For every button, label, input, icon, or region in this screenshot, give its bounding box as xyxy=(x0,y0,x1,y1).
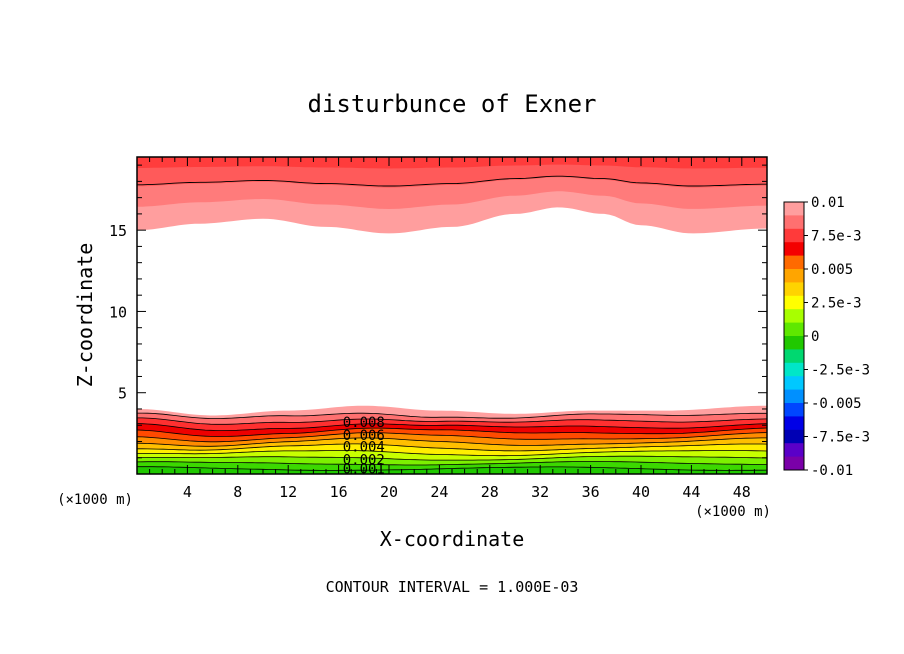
y-axis: 5 10 15 xyxy=(109,164,767,459)
colorbar-tick-label: 0.01 xyxy=(811,195,845,211)
upper-contour-line xyxy=(137,175,767,187)
colorbar-tick-label: -2.5e-3 xyxy=(811,363,870,379)
plot-area xyxy=(137,157,767,474)
colorbar-swatch xyxy=(784,282,804,297)
contour-label-2: 0.004 xyxy=(343,439,385,455)
colorbar-swatch xyxy=(784,403,804,417)
lower-contour-line-6 xyxy=(137,437,767,447)
lower-contour-line-4 xyxy=(137,427,767,437)
colorbar-tick-label: -0.01 xyxy=(811,463,853,479)
y-axis-label: Z-coordinate xyxy=(73,243,97,388)
colorbar: 0.01 7.5e-3 0.005 2.5e-3 0 -2.5e-3 -0.005 -7.5e… xyxy=(783,195,870,479)
lower-contour-line-11 xyxy=(137,466,767,471)
contour-label-3: 0.002 xyxy=(343,452,385,468)
x-tick-label: 24 xyxy=(430,483,448,501)
x-axis: 4 8 12 16 20 24 28 32 36 40 44 48 xyxy=(149,157,755,501)
upper-band-3 xyxy=(137,157,767,169)
colorbar-tick-label: 2.5e-3 xyxy=(811,296,862,312)
colorbar-swatch xyxy=(784,255,804,270)
colorbar-swatch xyxy=(784,429,804,444)
x-tick-label: 40 xyxy=(632,483,650,501)
contour-lines xyxy=(137,175,767,471)
colorbar-tick-label: -0.005 xyxy=(811,396,862,412)
colorbar-swatch xyxy=(784,349,804,364)
chart-title: disturbunce of Exner xyxy=(308,90,597,118)
colorbar-swatch xyxy=(784,322,804,337)
x-tick-label: 16 xyxy=(330,483,348,501)
lower-contour-line-10 xyxy=(137,461,767,466)
colorbar-swatch xyxy=(784,242,804,257)
colorbar-swatch xyxy=(784,336,804,350)
y-unit-note: (×1000 m) xyxy=(695,504,771,520)
y-tick-label: 10 xyxy=(109,303,127,321)
x-axis-label: X-coordinate xyxy=(380,527,525,551)
contour-label-1: 0.006 xyxy=(343,428,385,444)
y-tick-label: 15 xyxy=(109,222,127,240)
lower-contour-line-9 xyxy=(137,455,767,461)
colorbar-tick-label: 0 xyxy=(811,329,819,345)
lower-contour-line-5 xyxy=(137,432,767,443)
colorbar-swatch xyxy=(784,389,804,404)
lower-contour-line-1 xyxy=(137,412,767,419)
x-tick-label: 20 xyxy=(380,483,398,501)
lower-contour-line-8 xyxy=(137,450,767,457)
x-tick-label: 4 xyxy=(183,483,192,501)
y-tick-label: 5 xyxy=(118,385,127,403)
lower-contour-bands xyxy=(137,405,767,474)
contour-interval-note: CONTOUR INTERVAL = 1.000E-03 xyxy=(326,578,579,596)
x-tick-label: 28 xyxy=(481,483,499,501)
colorbar-swatch xyxy=(784,362,804,377)
x-tick-label: 44 xyxy=(682,483,700,501)
colorbar-swatch xyxy=(784,443,804,458)
lower-contour-line-7 xyxy=(137,443,767,452)
colorbar-swatch xyxy=(784,228,804,243)
colorbar-swatch xyxy=(784,269,804,283)
x-tick-label: 32 xyxy=(531,483,549,501)
colorbar-swatch xyxy=(784,309,804,324)
x-tick-label: 8 xyxy=(233,483,242,501)
lower-contour-line-3 xyxy=(137,423,767,432)
x-tick-label: 12 xyxy=(279,483,297,501)
upper-contour-bands xyxy=(137,157,767,234)
colorbar-swatch xyxy=(784,215,804,230)
colorbar-swatch xyxy=(784,416,804,431)
colorbar-tick-label: 7.5e-3 xyxy=(811,229,862,245)
colorbar-tick-label: -7.5e-3 xyxy=(811,430,870,446)
colorbar-swatch xyxy=(784,456,804,471)
contour-label-0: 0.008 xyxy=(343,415,385,431)
colorbar-swatch xyxy=(784,202,804,216)
colorbar-tick-label: 0.005 xyxy=(811,262,853,278)
x-unit-note: (×1000 m) xyxy=(57,492,133,508)
x-tick-label: 48 xyxy=(733,483,751,501)
x-tick-label: 36 xyxy=(582,483,600,501)
colorbar-swatch xyxy=(784,376,804,391)
colorbar-swatch xyxy=(784,295,804,310)
lower-contour-line-2 xyxy=(137,417,767,425)
